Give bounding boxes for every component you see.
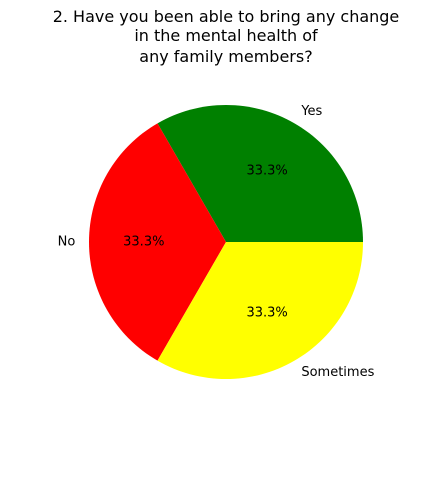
- slice-label-no: No: [58, 235, 76, 250]
- pie-slice-sometimes: [157, 242, 363, 379]
- chart-title: 2. Have you been able to bring any chang…: [53, 7, 400, 66]
- slice-label-sometimes: Sometimes: [301, 365, 374, 380]
- percent-label-sometimes: 33.3%: [246, 306, 287, 321]
- slice-label-yes: Yes: [300, 104, 322, 119]
- pie-labels: Yes 33.3% No 33.3% Sometimes 33.3%: [58, 104, 375, 380]
- pie-slice-no: [89, 123, 226, 361]
- pie-slices: [89, 105, 363, 379]
- percent-label-yes: 33.3%: [246, 163, 287, 178]
- pie-slice-yes: [157, 105, 363, 242]
- percent-label-no: 33.3%: [123, 235, 164, 250]
- chart-title-line-2: in the mental health of: [134, 26, 318, 45]
- chart-title-line-3: any family members?: [139, 47, 312, 66]
- chart-title-line-1: 2. Have you been able to bring any chang…: [53, 7, 400, 26]
